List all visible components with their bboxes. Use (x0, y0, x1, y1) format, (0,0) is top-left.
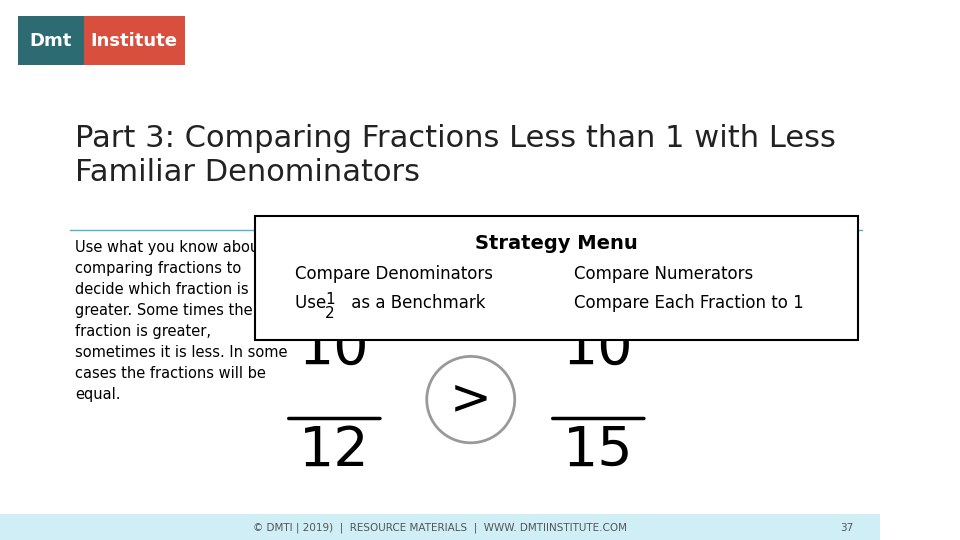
Text: Compare Numerators: Compare Numerators (574, 265, 754, 282)
Text: Strategy Menu: Strategy Menu (475, 234, 637, 253)
Text: 15: 15 (563, 424, 634, 478)
Text: Use: Use (295, 294, 331, 312)
Text: 37: 37 (840, 523, 853, 533)
Text: Compare Each Fraction to 1: Compare Each Fraction to 1 (574, 294, 804, 312)
Ellipse shape (427, 356, 515, 443)
Text: Institute: Institute (90, 31, 178, 50)
Text: 12: 12 (300, 424, 370, 478)
Text: Use what you know about
comparing fractions to
decide which fraction is
greater.: Use what you know about comparing fracti… (75, 240, 287, 402)
Text: Compare Denominators: Compare Denominators (295, 265, 492, 282)
Text: Part 3: Comparing Fractions Less than 1 with Less
Familiar Denominators: Part 3: Comparing Fractions Less than 1 … (75, 124, 835, 187)
Text: 2: 2 (325, 306, 335, 321)
Text: as a Benchmark: as a Benchmark (346, 294, 486, 312)
Text: 1: 1 (325, 292, 335, 307)
Text: 10: 10 (564, 321, 634, 375)
FancyBboxPatch shape (17, 16, 84, 65)
FancyBboxPatch shape (0, 514, 880, 540)
FancyBboxPatch shape (255, 216, 858, 340)
Text: Dmt: Dmt (30, 31, 72, 50)
FancyBboxPatch shape (84, 16, 184, 65)
Text: >: > (450, 376, 492, 423)
Text: 10: 10 (300, 321, 370, 375)
Text: © DMTI | 2019)  |  RESOURCE MATERIALS  |  WWW. DMTIINSTITUTE.COM: © DMTI | 2019) | RESOURCE MATERIALS | WW… (252, 523, 627, 534)
